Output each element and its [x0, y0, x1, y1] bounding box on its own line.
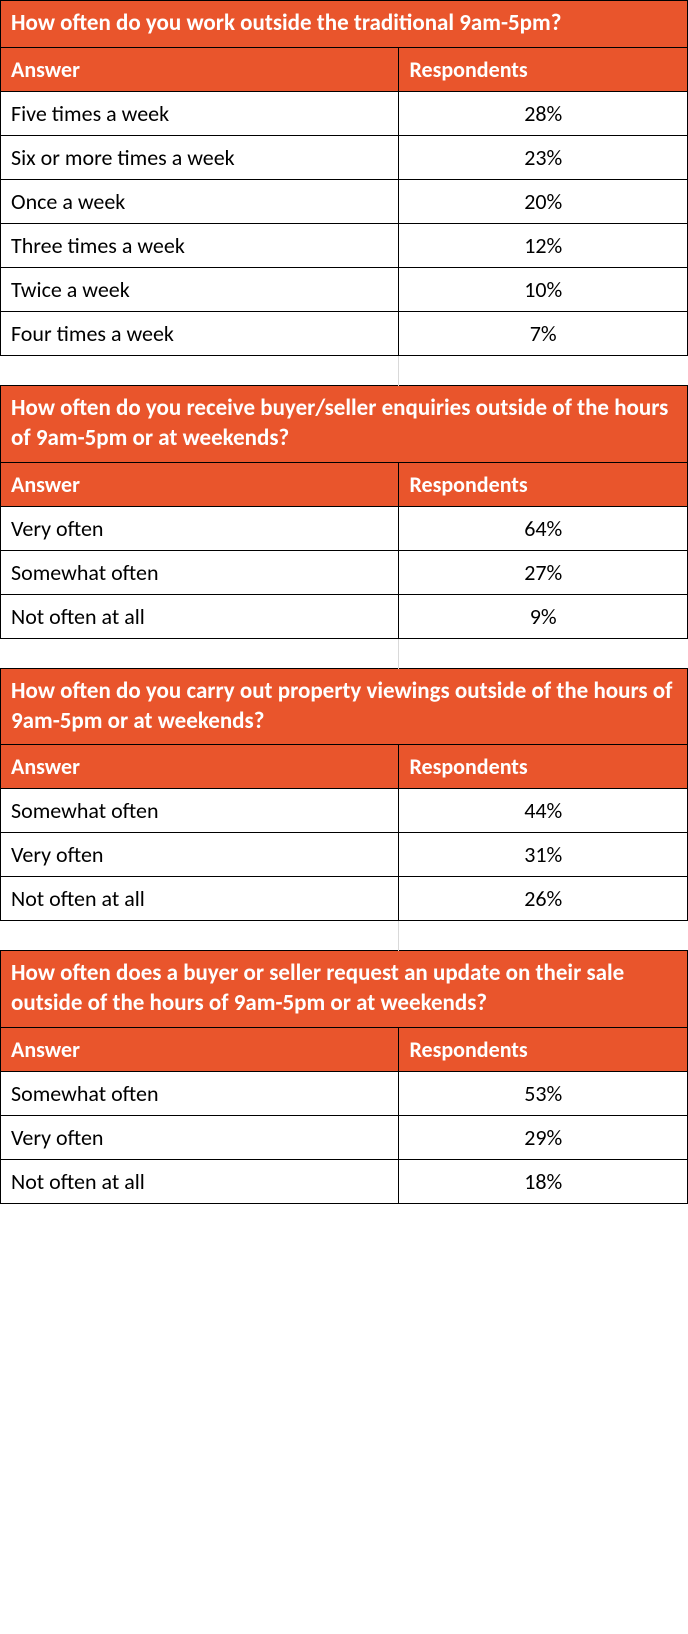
answer-cell: Very often — [1, 506, 399, 550]
answer-cell: Somewhat often — [1, 550, 399, 594]
answer-cell: Somewhat often — [1, 1072, 399, 1116]
column-header-respondents: Respondents — [399, 462, 688, 506]
column-header-respondents: Respondents — [399, 47, 688, 91]
respondents-pct-cell: 20% — [399, 179, 688, 223]
answer-cell: Four times a week — [1, 311, 399, 355]
answer-cell: Twice a week — [1, 267, 399, 311]
table-spacer — [1, 638, 688, 668]
respondents-pct-cell: 12% — [399, 223, 688, 267]
respondents-pct-cell: 9% — [399, 594, 688, 638]
survey-question: How often do you carry out property view… — [1, 668, 688, 745]
survey-question: How often does a buyer or seller request… — [1, 951, 688, 1028]
column-header-answer: Answer — [1, 47, 399, 91]
survey-question: How often do you receive buyer/seller en… — [1, 385, 688, 462]
table-row: Very often29% — [1, 1116, 688, 1160]
table-row: Very often64% — [1, 506, 688, 550]
respondents-pct-cell: 28% — [399, 91, 688, 135]
answer-cell: Five times a week — [1, 91, 399, 135]
column-header-answer: Answer — [1, 745, 399, 789]
table-row: Somewhat often53% — [1, 1072, 688, 1116]
answer-cell: Very often — [1, 1116, 399, 1160]
table-row: Very often31% — [1, 833, 688, 877]
respondents-pct-cell: 26% — [399, 877, 688, 921]
answer-cell: Not often at all — [1, 594, 399, 638]
answer-cell: Once a week — [1, 179, 399, 223]
respondents-pct-cell: 29% — [399, 1116, 688, 1160]
respondents-pct-cell: 64% — [399, 506, 688, 550]
respondents-pct-cell: 7% — [399, 311, 688, 355]
answer-cell: Somewhat often — [1, 789, 399, 833]
table-row: Not often at all18% — [1, 1160, 688, 1204]
respondents-pct-cell: 53% — [399, 1072, 688, 1116]
table-row: Not often at all9% — [1, 594, 688, 638]
table-row: Five times a week28% — [1, 91, 688, 135]
table-row: Somewhat often44% — [1, 789, 688, 833]
respondents-pct-cell: 27% — [399, 550, 688, 594]
table-row: Somewhat often27% — [1, 550, 688, 594]
table-row: Once a week20% — [1, 179, 688, 223]
table-spacer — [1, 921, 688, 951]
answer-cell: Not often at all — [1, 877, 399, 921]
table-row: Three times a week12% — [1, 223, 688, 267]
respondents-pct-cell: 44% — [399, 789, 688, 833]
column-header-respondents: Respondents — [399, 745, 688, 789]
answer-cell: Three times a week — [1, 223, 399, 267]
column-header-respondents: Respondents — [399, 1028, 688, 1072]
survey-tables-stack: How often do you work outside the tradit… — [0, 0, 688, 1204]
respondents-pct-cell: 31% — [399, 833, 688, 877]
table-row: Not often at all26% — [1, 877, 688, 921]
column-header-answer: Answer — [1, 1028, 399, 1072]
table-row: Twice a week10% — [1, 267, 688, 311]
column-header-answer: Answer — [1, 462, 399, 506]
answer-cell: Very often — [1, 833, 399, 877]
answer-cell: Six or more times a week — [1, 135, 399, 179]
table-spacer — [1, 355, 688, 385]
table-row: Four times a week7% — [1, 311, 688, 355]
respondents-pct-cell: 10% — [399, 267, 688, 311]
survey-question: How often do you work outside the tradit… — [1, 1, 688, 48]
answer-cell: Not often at all — [1, 1160, 399, 1204]
table-row: Six or more times a week23% — [1, 135, 688, 179]
respondents-pct-cell: 18% — [399, 1160, 688, 1204]
respondents-pct-cell: 23% — [399, 135, 688, 179]
